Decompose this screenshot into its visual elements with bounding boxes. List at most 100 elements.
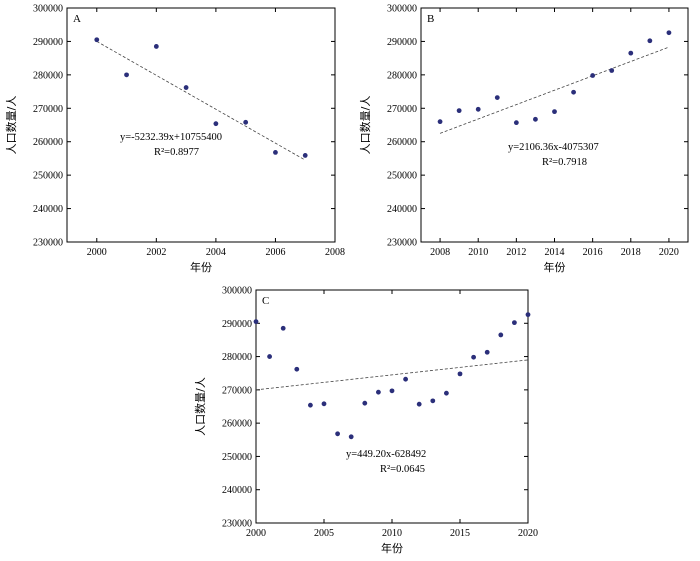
y-tick-label: 270000 xyxy=(222,385,252,396)
x-axis-title: 年份 xyxy=(544,260,566,274)
data-point xyxy=(456,108,462,114)
y-tick-label: 250000 xyxy=(222,452,252,463)
data-point xyxy=(280,325,286,331)
y-tick-label: 280000 xyxy=(222,352,252,363)
data-point xyxy=(609,68,615,73)
data-point xyxy=(647,38,653,44)
x-tick-label: 2000 xyxy=(246,528,266,539)
data-point xyxy=(512,320,517,326)
x-tick-label: 2018 xyxy=(621,247,641,258)
data-point xyxy=(153,44,159,49)
chart-panel-c: 230000 240000 250000 260000 270000 280000 2900… xyxy=(194,286,538,556)
data-point xyxy=(666,30,672,36)
data-point xyxy=(302,153,308,158)
data-point xyxy=(308,402,313,408)
data-point xyxy=(590,73,596,78)
data-point xyxy=(444,390,449,396)
panel-label: B xyxy=(427,13,434,25)
y-tick-label: 240000 xyxy=(33,204,63,215)
x-tick-label: 2014 xyxy=(545,247,565,258)
data-point xyxy=(362,400,368,406)
data-point xyxy=(628,50,634,56)
y-tick-label: 230000 xyxy=(387,238,417,249)
y-tick-label: 290000 xyxy=(387,37,417,48)
y-tick-label: 290000 xyxy=(33,37,63,48)
data-point xyxy=(389,388,395,394)
x-tick-label: 2016 xyxy=(583,247,603,258)
r-squared-label: R²=0.7918 xyxy=(542,157,587,168)
x-tick-label: 2010 xyxy=(382,528,402,539)
y-tick-label: 240000 xyxy=(387,204,417,215)
data-point xyxy=(124,72,129,78)
y-tick-label: 250000 xyxy=(387,171,417,182)
data-point xyxy=(253,319,259,325)
x-tick-label: 2010 xyxy=(468,247,488,258)
data-point xyxy=(475,106,481,112)
data-point xyxy=(403,376,408,382)
y-tick-label: 270000 xyxy=(387,104,417,115)
x-tick-label: 2008 xyxy=(325,247,345,258)
data-point xyxy=(457,371,463,377)
data-point xyxy=(335,431,340,437)
y-tick-label: 280000 xyxy=(387,70,417,81)
data-point xyxy=(471,354,476,360)
chart-panel-a: 230000 240000 250000 260000 270000 280000 2900… xyxy=(5,4,345,275)
x-tick-label: 2020 xyxy=(518,528,538,539)
data-point xyxy=(376,389,381,395)
x-tick-label: 2020 xyxy=(659,247,679,258)
x-tick-label: 2012 xyxy=(506,247,526,258)
y-tick-label: 260000 xyxy=(222,419,252,430)
data-point xyxy=(273,150,278,155)
x-tick-label: 2005 xyxy=(314,528,334,539)
y-tick-label: 250000 xyxy=(33,171,63,182)
data-point xyxy=(437,119,443,125)
r-squared-label: R²=0.8977 xyxy=(154,147,199,158)
data-point xyxy=(416,401,422,407)
x-tick-label: 2004 xyxy=(206,247,226,258)
plot-frame xyxy=(66,7,336,243)
y-tick-label: 270000 xyxy=(33,104,63,115)
y-tick-label: 260000 xyxy=(387,137,417,148)
data-point xyxy=(484,349,490,355)
y-tick-label: 230000 xyxy=(33,238,63,249)
x-tick-label: 2006 xyxy=(265,247,285,258)
panel-label: C xyxy=(262,295,269,307)
plot-frame xyxy=(255,289,529,524)
y-tick-label: 300000 xyxy=(33,4,63,15)
y-tick-label: 240000 xyxy=(222,485,252,496)
x-tick-label: 2000 xyxy=(87,247,107,258)
data-point xyxy=(525,312,531,318)
data-point xyxy=(430,398,436,404)
data-point xyxy=(494,95,500,100)
y-axis-title: 人口数量/人 xyxy=(359,96,372,155)
data-point xyxy=(513,120,519,126)
data-point xyxy=(321,401,327,407)
y-tick-label: 280000 xyxy=(33,70,63,81)
data-point xyxy=(213,121,219,127)
trend-line xyxy=(255,359,529,391)
y-tick-label: 230000 xyxy=(222,519,252,530)
x-tick-label: 2015 xyxy=(450,528,470,539)
y-axis-title: 人口数量/人 xyxy=(194,377,207,436)
plot-frame xyxy=(420,7,689,243)
data-point xyxy=(533,116,538,122)
data-point xyxy=(498,332,504,338)
x-axis-title: 年份 xyxy=(381,541,403,555)
regression-equation: y=2106.36x-4075307 xyxy=(508,142,599,153)
data-point xyxy=(267,354,272,359)
r-squared-label: R²=0.0645 xyxy=(380,464,425,475)
x-axis-title: 年份 xyxy=(190,260,212,274)
x-tick-label: 2008 xyxy=(430,247,450,258)
data-point xyxy=(183,85,189,90)
chart-panel-b: 230000 240000 250000 260000 270000 280000 2900… xyxy=(359,4,689,274)
regression-equation: y=449.20x-628492 xyxy=(346,449,426,460)
y-tick-label: 300000 xyxy=(222,286,252,297)
regression-equation: y=-5232.39x+10755400 xyxy=(120,132,222,143)
data-point xyxy=(348,434,354,440)
data-point xyxy=(552,109,557,115)
y-tick-label: 300000 xyxy=(387,4,417,15)
data-point xyxy=(243,119,249,125)
x-tick-label: 2002 xyxy=(146,247,166,258)
data-point xyxy=(294,366,300,372)
y-tick-label: 290000 xyxy=(222,319,252,330)
